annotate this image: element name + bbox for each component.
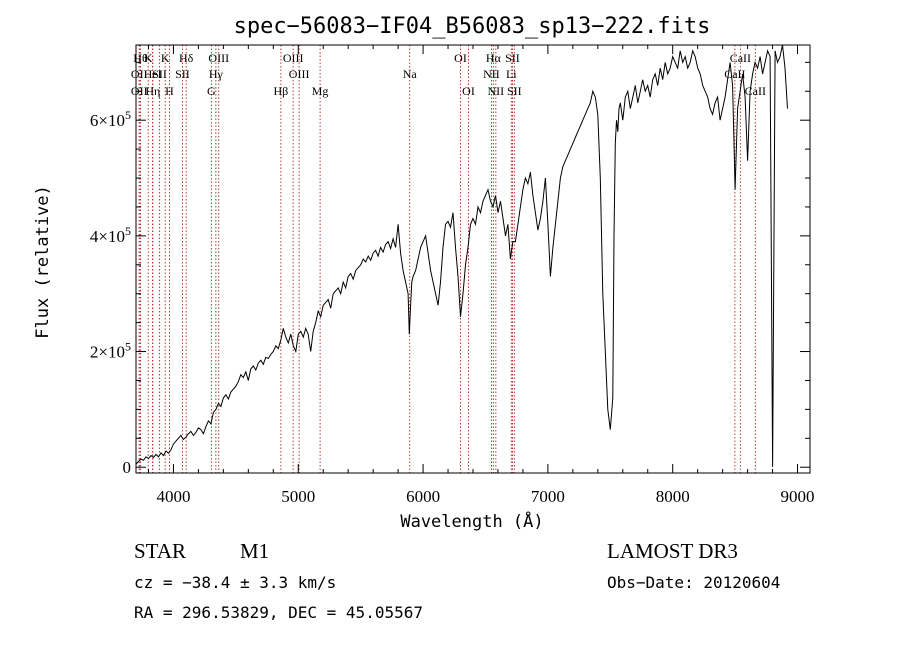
redshift-velocity: cz = −38.4 ± 3.3 km/s [134, 573, 337, 592]
y-tick-label: 4×105 [90, 224, 131, 246]
marker-label-25: SII [505, 51, 520, 65]
marker-label-19: OI [454, 51, 467, 65]
marker-label-22: Hα [486, 51, 502, 65]
x-tick-label: 7000 [531, 487, 565, 506]
marker-label-27: CaII [724, 67, 745, 81]
x-tick-label: 5000 [281, 487, 315, 506]
x-tick-label: 4000 [156, 487, 190, 506]
marker-label-14: Hβ [274, 84, 289, 98]
spectrum-series [135, 44, 788, 467]
marker-label-7: K [161, 51, 170, 65]
survey-name: LAMOST DR3 [607, 539, 738, 563]
marker-label-10: SII [175, 67, 190, 81]
object-class: STAR [134, 539, 186, 563]
marker-label-8: H [165, 84, 174, 98]
chart-title: spec−56083−IF04_B56083_sp13−222.fits [234, 14, 711, 39]
marker-label-13: OIII [208, 51, 229, 65]
x-tick-label: 8000 [656, 487, 690, 506]
observation-date: Obs−Date: 20120604 [607, 573, 781, 592]
marker-label-9: Hδ [179, 51, 194, 65]
x-tick-label: 9000 [781, 487, 815, 506]
marker-label-21: NII [483, 67, 500, 81]
plot-frame [135, 44, 811, 474]
marker-label-23: NII [488, 84, 505, 98]
y-axis-label: Flux (relative) [33, 185, 53, 339]
coordinates: RA = 296.53829, DEC = 45.05567 [134, 603, 423, 622]
spectrum-line [135, 44, 788, 467]
line-markers [138, 45, 756, 473]
marker-label-3: K [144, 51, 153, 65]
marker-label-20: OI [462, 84, 475, 98]
y-tick-label: 0 [123, 458, 132, 477]
marker-label-11: Hγ [209, 67, 224, 81]
y-tick-label: 2×105 [90, 340, 131, 362]
marker-label-24: Li [506, 67, 517, 81]
marker-label-15: OIII [283, 51, 304, 65]
y-axis: 0 2×105 4×105 6×105 [90, 61, 810, 477]
marker-label-18: Na [403, 67, 418, 81]
x-axis: 4000 5000 6000 7000 8000 9000 [147, 45, 815, 506]
marker-label-12: G [207, 84, 216, 98]
marker-label-17: Mg [312, 84, 329, 98]
marker-label-0: Hθ [133, 51, 148, 65]
marker-label-28: CaII [730, 51, 751, 65]
marker-label-26: SII [507, 84, 522, 98]
marker-label-4: HeI [144, 67, 162, 81]
object-subclass: M1 [240, 539, 270, 563]
marker-label-16: OIII [289, 67, 310, 81]
spectrum-chart: spec−56083−IF04_B56083_sp13−222.fits Hθ O… [33, 14, 815, 532]
marker-label-5: Hη [145, 84, 160, 98]
x-tick-label: 6000 [406, 487, 440, 506]
x-axis-label: Wavelength (Å) [400, 510, 543, 532]
marker-label-6: SII [152, 67, 167, 81]
marker-label-29: CaII [745, 84, 766, 98]
y-tick-label: 6×105 [90, 108, 131, 130]
marker-label-1: OII [131, 67, 148, 81]
